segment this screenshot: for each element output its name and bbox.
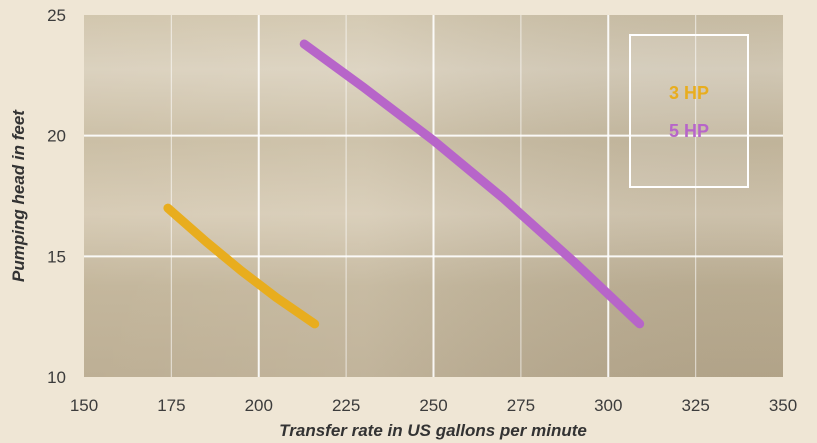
- x-tick-label: 225: [332, 396, 360, 415]
- x-tick-label: 300: [594, 396, 622, 415]
- x-tick-label: 325: [681, 396, 709, 415]
- legend-label-5-hp: 5 HP: [669, 121, 709, 141]
- x-tick-label: 350: [769, 396, 797, 415]
- x-tick-label: 175: [157, 396, 185, 415]
- legend: 3 HP 5 HP: [669, 83, 709, 141]
- y-tick-label: 10: [47, 368, 66, 387]
- x-tick-label: 275: [507, 396, 535, 415]
- series-lines: [163, 39, 645, 329]
- x-tick-label: 200: [245, 396, 273, 415]
- y-axis-title: Pumping head in feet: [9, 109, 28, 282]
- grid-lines: [84, 15, 783, 377]
- x-tick-label: 250: [419, 396, 447, 415]
- y-tick-label: 20: [47, 127, 66, 146]
- x-tick-label: 150: [70, 396, 98, 415]
- legend-box: [629, 34, 749, 188]
- series-line-3-hp: [163, 203, 320, 329]
- x-axis-title: Transfer rate in US gallons per minute: [279, 421, 587, 440]
- y-tick-label: 25: [47, 6, 66, 25]
- y-axis-ticks: 10 15 20 25: [47, 6, 66, 387]
- x-axis-ticks: 150 175 200 225 250 275 300 325 350: [70, 396, 797, 415]
- y-tick-label: 15: [47, 247, 66, 266]
- legend-label-3-hp: 3 HP: [669, 83, 709, 103]
- series-line-5-hp: [299, 39, 645, 329]
